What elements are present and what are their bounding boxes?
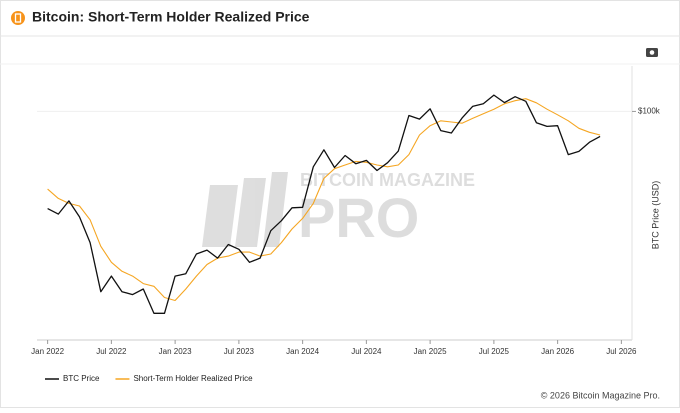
footer: © 2026 Bitcoin Magazine Pro. [541,390,660,400]
legend-label: Short-Term Holder Realized Price [133,374,253,383]
x-tick-label: Jul 2023 [224,347,255,356]
x-tick-label: Jul 2024 [351,347,382,356]
x-tick-label: Jan 2024 [286,347,319,356]
x-tick-label: Jan 2026 [541,347,574,356]
x-tick-label: Jan 2025 [414,347,447,356]
watermark-text: PRO [298,186,419,249]
legend-label: BTC Price [63,374,100,383]
watermark-text: BITCOIN MAGAZINE [300,170,475,190]
series-line [47,94,601,314]
x-tick-label: Jul 2022 [96,347,127,356]
camera-lens[interactable] [649,50,655,55]
camera-button[interactable] [646,48,658,57]
x-tick-label: Jan 2022 [31,347,64,356]
watermark-logo [202,172,288,247]
y-axis-label: BTC Price (USD) [650,181,660,250]
x-tick-label: Jul 2026 [606,347,637,356]
bitcoin-icon [11,11,25,25]
x-tick-label: Jul 2025 [479,347,510,356]
watermark: BITCOIN MAGAZINE PRO [202,170,475,249]
series-line [47,98,601,302]
y-tick-label: $100k [638,107,661,116]
x-tick-label: Jan 2023 [159,347,192,356]
bitcoin-icon-glyph [14,13,22,23]
chart-title: Bitcoin: Short-Term Holder Realized Pric… [32,9,310,25]
